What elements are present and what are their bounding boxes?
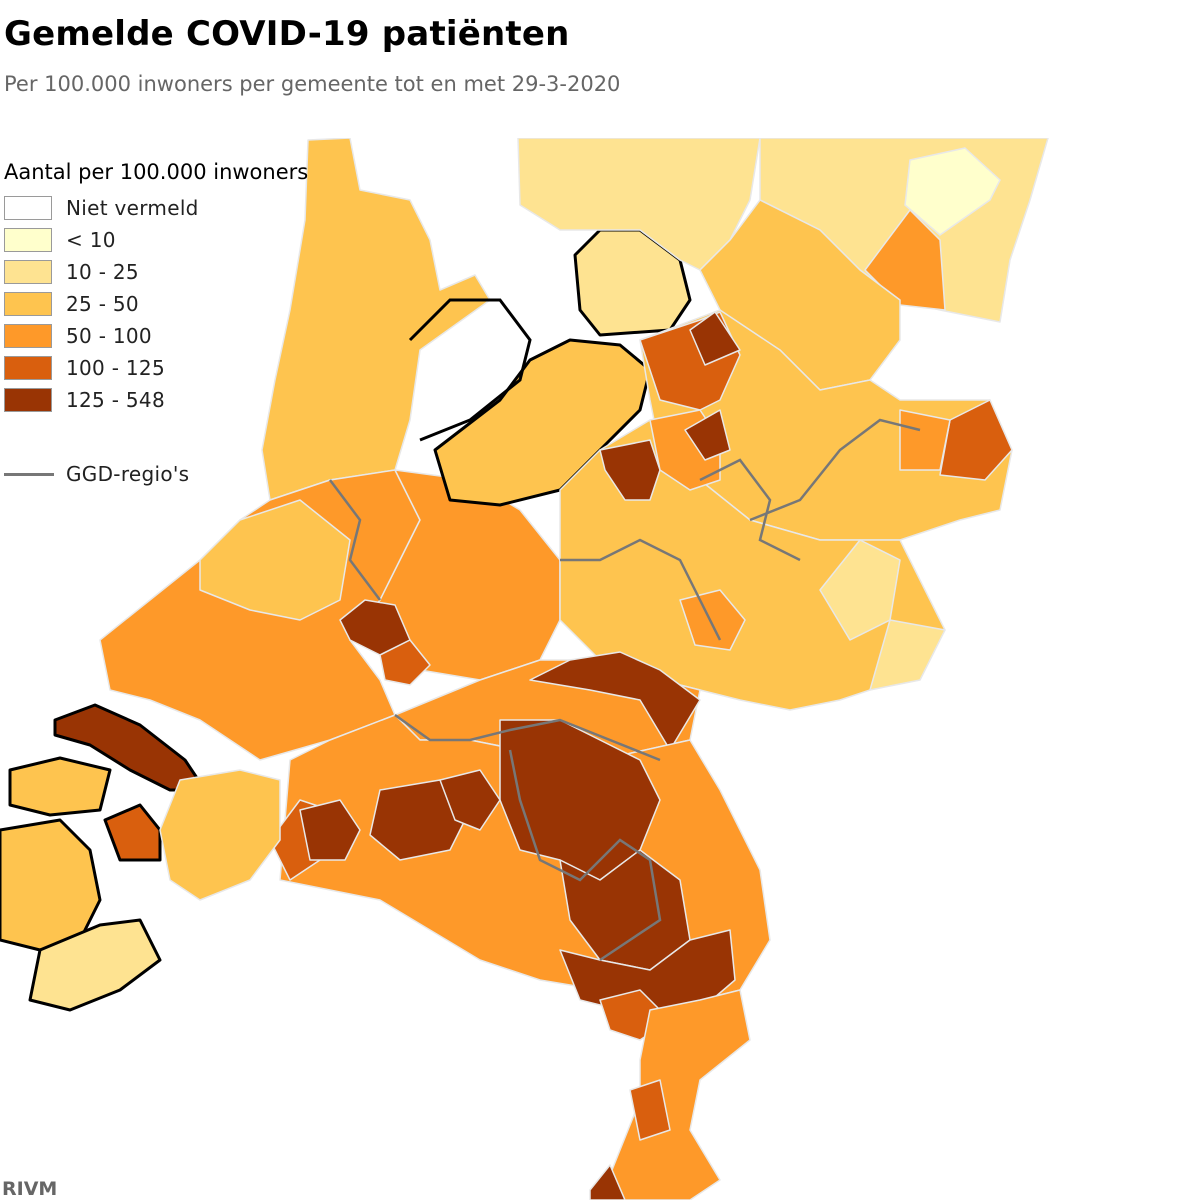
legend-item-50-100: 50 - 100 [4, 320, 308, 352]
ggd-line-swatch [4, 472, 54, 476]
legend-item-100-125: 100 - 125 [4, 352, 308, 384]
legend-label: Niet vermeld [66, 196, 199, 220]
ijsselmeer-outline [408, 298, 532, 442]
legend-swatch [4, 388, 52, 412]
region-zeeuws-vlaanderen [28, 918, 162, 1012]
legend-label: 10 - 25 [66, 260, 139, 284]
legend-item-10-25: 10 - 25 [4, 256, 308, 288]
region-waalwijk [439, 769, 501, 831]
region-twente-orange [899, 409, 951, 471]
region-noord-holland [261, 138, 491, 501]
page-title: Gemelde COVID-19 patiënten [4, 14, 570, 54]
legend-swatch [4, 228, 52, 252]
legend-label: < 10 [66, 228, 116, 252]
region-dordrecht [379, 639, 431, 686]
region-zuid-holland-north [199, 499, 351, 621]
region-tholen [103, 803, 162, 862]
region-achterhoek-east [869, 619, 946, 691]
region-veluwe-dark [684, 409, 731, 461]
region-achterhoek-light [819, 539, 901, 641]
legend-item-niet-vermeld: Niet vermeld [4, 192, 308, 224]
source-credit: RIVM [2, 1178, 58, 1200]
legend-item-125-548: 125 - 548 [4, 384, 308, 416]
legend-label: 50 - 100 [66, 324, 152, 348]
legend-item-lt10: < 10 [4, 224, 308, 256]
region-zwolle [689, 311, 741, 366]
legend-item-25-50: 25 - 50 [4, 288, 308, 320]
page-subtitle: Per 100.000 inwoners per gemeente tot en… [4, 72, 621, 96]
region-harderwijk [599, 439, 661, 501]
region-walcheren [0, 818, 102, 952]
legend-label: 100 - 125 [66, 356, 165, 380]
legend-label: 125 - 548 [66, 388, 165, 412]
region-friesland [517, 138, 761, 271]
region-flevoland [433, 338, 652, 507]
region-bergen-op-zoom [159, 769, 281, 901]
legend-item-ggd: GGD-regio's [4, 458, 308, 490]
legend-swatch [4, 324, 52, 348]
region-groningen-low [904, 147, 1001, 236]
region-twente-east [939, 399, 1013, 481]
region-limburg-mid [629, 1079, 671, 1141]
legend-label: GGD-regio's [66, 462, 190, 486]
region-tiel [529, 651, 701, 751]
legend-swatch [4, 356, 52, 380]
legend-swatch [4, 292, 52, 316]
region-schouwen [8, 756, 112, 817]
legend-swatch [4, 260, 52, 284]
legend-swatch [4, 196, 52, 220]
region-breda [299, 799, 361, 861]
ggd-borders [329, 418, 921, 962]
legend-title: Aantal per 100.000 inwoners [4, 160, 309, 184]
legend-label: 25 - 50 [66, 292, 139, 316]
legend: Aantal per 100.000 inwoners Niet vermeld… [4, 160, 308, 490]
region-arnhem [679, 589, 746, 651]
region-limburg-south [589, 1164, 626, 1200]
